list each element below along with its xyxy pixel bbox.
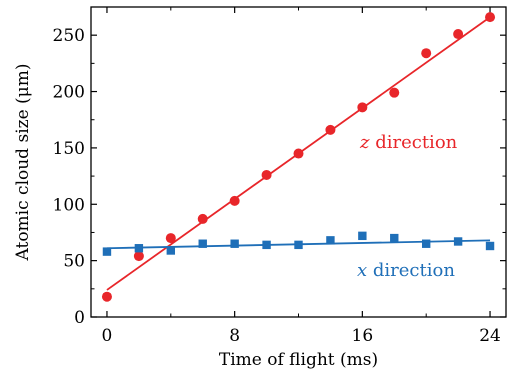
- y-tick-label: 50: [63, 252, 85, 272]
- data-point-series-2: [421, 239, 431, 248]
- series-label-1: z direction: [359, 132, 458, 153]
- data-point-series-1: [389, 87, 400, 98]
- y-tick-label: 150: [53, 139, 85, 159]
- data-point-series-2: [166, 246, 176, 255]
- data-point-series-2: [358, 231, 367, 241]
- y-tick-label: 250: [53, 26, 85, 46]
- data-point-series-1: [165, 233, 176, 244]
- data-point-series-2: [198, 239, 207, 248]
- y-tick-label: 200: [53, 83, 85, 103]
- data-point-series-2: [453, 237, 463, 246]
- x-tick-label: 8: [229, 326, 240, 346]
- y-tick-label: 100: [53, 195, 85, 215]
- data-points-group: [101, 12, 496, 302]
- data-point-series-1: [293, 148, 304, 159]
- data-point-series-2: [262, 240, 271, 250]
- data-point-series-1: [133, 251, 144, 262]
- data-point-series-1: [453, 29, 464, 40]
- data-point-series-2: [134, 244, 144, 253]
- labels-group: z direction x direction: [357, 132, 458, 281]
- data-point-series-2: [390, 233, 399, 243]
- series-label-2: x direction: [357, 260, 455, 281]
- y-tick-label: 0: [74, 308, 85, 328]
- data-point-series-2: [102, 247, 112, 256]
- x-axis-title: Time of flight (ms): [219, 350, 378, 370]
- x-tick-label: 0: [102, 326, 113, 346]
- data-point-series-1: [229, 195, 240, 206]
- x-tick-label: 16: [352, 326, 374, 346]
- data-point-series-1: [485, 12, 496, 23]
- data-point-series-1: [197, 213, 208, 224]
- data-point-series-1: [261, 169, 272, 180]
- ticks-group: 0 8 16 24 0 50 100 150 200 250: [53, 7, 506, 346]
- data-point-series-2: [326, 236, 335, 245]
- data-point-series-1: [101, 291, 112, 302]
- y-axis-title: Atomic cloud size (μm): [13, 64, 33, 262]
- data-point-series-1: [357, 102, 368, 113]
- data-point-series-1: [421, 48, 432, 59]
- data-point-series-2: [230, 239, 239, 248]
- data-point-series-2: [294, 240, 303, 250]
- data-point-series-1: [325, 124, 336, 135]
- x-tick-label: 24: [479, 326, 501, 346]
- data-point-series-2: [485, 241, 495, 251]
